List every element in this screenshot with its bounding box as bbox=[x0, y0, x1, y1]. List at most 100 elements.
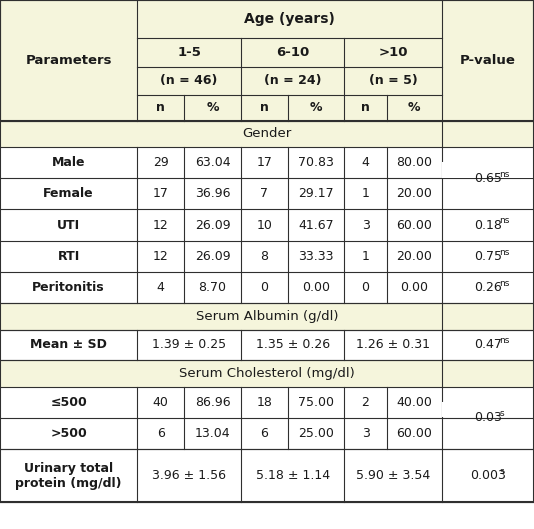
Text: ns: ns bbox=[500, 336, 510, 345]
Text: P-value: P-value bbox=[460, 54, 516, 67]
Text: Mean ± SD: Mean ± SD bbox=[30, 339, 107, 351]
Bar bbox=[442, 162, 533, 178]
Text: 20.00: 20.00 bbox=[396, 250, 432, 263]
Text: 80.00: 80.00 bbox=[396, 156, 432, 169]
Text: 6: 6 bbox=[157, 427, 164, 440]
Text: 29: 29 bbox=[153, 156, 169, 169]
Bar bbox=[241, 38, 344, 67]
Text: 0.003: 0.003 bbox=[470, 469, 506, 482]
Text: 70.83: 70.83 bbox=[298, 156, 334, 169]
Text: Age (years): Age (years) bbox=[244, 12, 335, 26]
Text: 5.90 ± 3.54: 5.90 ± 3.54 bbox=[356, 469, 430, 482]
Text: ns: ns bbox=[500, 279, 510, 288]
Bar bbox=[0, 449, 534, 502]
Text: n: n bbox=[361, 102, 370, 114]
Text: Male: Male bbox=[52, 156, 85, 169]
Bar bbox=[0, 121, 534, 147]
Text: 29.17: 29.17 bbox=[299, 187, 334, 200]
Text: Urinary total
protein (mg/dl): Urinary total protein (mg/dl) bbox=[15, 462, 122, 489]
Bar bbox=[0, 209, 534, 241]
Text: RTI: RTI bbox=[58, 250, 80, 263]
Text: 0.47: 0.47 bbox=[474, 339, 502, 351]
Text: ns: ns bbox=[500, 248, 510, 257]
Bar bbox=[241, 95, 288, 121]
Text: 2: 2 bbox=[362, 396, 370, 409]
Bar bbox=[0, 147, 534, 178]
Bar bbox=[137, 38, 241, 67]
Text: 26.09: 26.09 bbox=[195, 250, 230, 263]
Text: ns: ns bbox=[500, 216, 510, 225]
Text: (n = 46): (n = 46) bbox=[160, 75, 218, 87]
Bar bbox=[0, 272, 534, 303]
Bar bbox=[0, 0, 534, 121]
Bar bbox=[0, 387, 534, 418]
Bar bbox=[241, 67, 344, 95]
Text: 17: 17 bbox=[153, 187, 169, 200]
Text: 4: 4 bbox=[157, 281, 164, 294]
Text: 36.96: 36.96 bbox=[195, 187, 230, 200]
Text: 0.65: 0.65 bbox=[474, 172, 502, 185]
Text: 6: 6 bbox=[261, 427, 268, 440]
Text: (n = 5): (n = 5) bbox=[368, 75, 418, 87]
Text: 60.00: 60.00 bbox=[396, 218, 432, 232]
Bar bbox=[387, 95, 442, 121]
Text: 25.00: 25.00 bbox=[298, 427, 334, 440]
Text: Serum Albumin (g/dl): Serum Albumin (g/dl) bbox=[196, 310, 338, 323]
Text: 8: 8 bbox=[261, 250, 268, 263]
Text: UTI: UTI bbox=[57, 218, 80, 232]
Text: 0.03: 0.03 bbox=[474, 412, 502, 424]
Text: %: % bbox=[408, 102, 420, 114]
Text: 10: 10 bbox=[256, 218, 272, 232]
Text: >10: >10 bbox=[378, 46, 408, 59]
Text: Gender: Gender bbox=[242, 127, 292, 140]
Text: 18: 18 bbox=[256, 396, 272, 409]
Text: 4: 4 bbox=[362, 156, 370, 169]
Text: 0.26: 0.26 bbox=[474, 281, 501, 294]
Bar bbox=[344, 38, 442, 67]
Text: 3: 3 bbox=[362, 218, 370, 232]
Text: 0.75: 0.75 bbox=[474, 250, 502, 263]
Text: 33.33: 33.33 bbox=[299, 250, 334, 263]
Bar bbox=[0, 303, 534, 330]
Text: ns: ns bbox=[500, 169, 510, 179]
Text: %: % bbox=[206, 102, 219, 114]
Text: 40: 40 bbox=[153, 396, 169, 409]
Bar bbox=[184, 95, 241, 121]
Text: 3: 3 bbox=[362, 427, 370, 440]
Bar bbox=[0, 178, 534, 209]
Text: 5.18 ± 1.14: 5.18 ± 1.14 bbox=[256, 469, 329, 482]
Text: >500: >500 bbox=[50, 427, 87, 440]
Text: 86.96: 86.96 bbox=[195, 396, 230, 409]
Text: 75.00: 75.00 bbox=[298, 396, 334, 409]
Bar bbox=[0, 0, 137, 121]
Text: 12: 12 bbox=[153, 250, 169, 263]
Bar bbox=[0, 241, 534, 272]
Bar bbox=[137, 95, 184, 121]
Text: 41.67: 41.67 bbox=[299, 218, 334, 232]
Text: 1-5: 1-5 bbox=[177, 46, 201, 59]
Text: 1: 1 bbox=[362, 187, 370, 200]
Bar bbox=[0, 330, 534, 360]
Text: 3.96 ± 1.56: 3.96 ± 1.56 bbox=[152, 469, 226, 482]
Text: 6-10: 6-10 bbox=[276, 46, 309, 59]
Bar bbox=[344, 67, 442, 95]
Text: Parameters: Parameters bbox=[26, 54, 112, 67]
Text: 1.26 ± 0.31: 1.26 ± 0.31 bbox=[356, 339, 430, 351]
Bar bbox=[0, 418, 534, 449]
Text: n: n bbox=[260, 102, 269, 114]
Text: 7: 7 bbox=[261, 187, 268, 200]
Bar bbox=[288, 95, 344, 121]
Text: %: % bbox=[310, 102, 323, 114]
Text: 0.00: 0.00 bbox=[302, 281, 330, 294]
Bar bbox=[344, 95, 387, 121]
Text: Serum Cholesterol (mg/dl): Serum Cholesterol (mg/dl) bbox=[179, 367, 355, 380]
Text: 40.00: 40.00 bbox=[396, 396, 432, 409]
Bar bbox=[0, 360, 534, 387]
Text: 0: 0 bbox=[261, 281, 268, 294]
Text: 13.04: 13.04 bbox=[195, 427, 230, 440]
Bar bbox=[442, 0, 534, 121]
Text: 8.70: 8.70 bbox=[199, 281, 226, 294]
Bar bbox=[137, 0, 442, 38]
Text: 60.00: 60.00 bbox=[396, 427, 432, 440]
Text: 0.18: 0.18 bbox=[474, 218, 502, 232]
